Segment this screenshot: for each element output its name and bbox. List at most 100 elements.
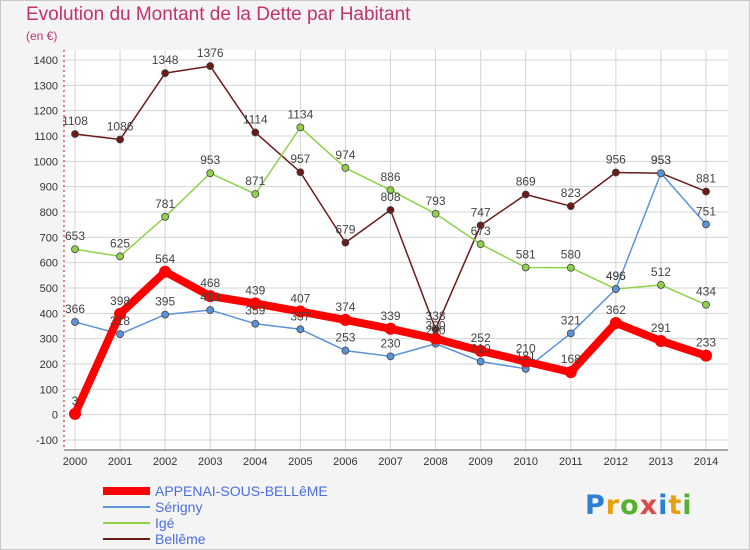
data-label: 338 xyxy=(426,309,446,323)
data-label: 434 xyxy=(696,285,716,299)
chart-subtitle: (en €) xyxy=(26,29,58,43)
data-label: 210 xyxy=(516,341,536,355)
legend-label: APPENAI-SOUS-BELLêME xyxy=(155,483,328,499)
data-label: 1114 xyxy=(243,112,268,126)
x-tick-label: 2007 xyxy=(378,456,402,468)
data-label: 953 xyxy=(651,153,671,167)
y-tick-label: 200 xyxy=(40,359,58,371)
legend-label: Igé xyxy=(155,515,175,531)
series-point xyxy=(341,346,350,355)
series-point xyxy=(566,329,575,338)
series-point xyxy=(519,355,532,368)
series-point xyxy=(204,290,217,303)
series-point xyxy=(476,221,485,230)
y-tick-label: 300 xyxy=(40,334,58,346)
y-tick-label: 0 xyxy=(52,410,58,422)
data-label: 300 xyxy=(426,319,446,333)
series-point xyxy=(116,135,124,144)
series-point xyxy=(476,240,485,249)
series-point xyxy=(206,306,215,314)
series-point xyxy=(386,206,395,214)
data-label: 496 xyxy=(606,269,626,283)
data-label: 625 xyxy=(110,236,130,250)
series-point xyxy=(114,307,127,320)
series-point xyxy=(296,168,305,177)
series-point xyxy=(251,190,260,198)
data-label: 869 xyxy=(516,175,536,189)
series-point xyxy=(341,238,350,247)
data-label: 653 xyxy=(65,229,85,243)
series-point xyxy=(611,285,620,293)
data-label: 252 xyxy=(471,331,491,345)
data-label: 751 xyxy=(696,204,716,218)
data-label: 318 xyxy=(110,314,130,328)
y-tick-label: 600 xyxy=(40,258,58,270)
series-point xyxy=(431,209,440,218)
series-point xyxy=(611,168,620,177)
series-point xyxy=(71,245,79,254)
series-point xyxy=(71,318,79,326)
series-point xyxy=(702,220,710,229)
proxiti-logo: Proxiti xyxy=(585,490,693,521)
data-label: 1348 xyxy=(152,53,179,67)
data-labels: 3398564468439407374339300252210168362291… xyxy=(62,46,716,408)
y-tick-label: 900 xyxy=(40,182,58,194)
axes: -100 0 100 200 300 400 500 600 700 800 900 1000 1100… xyxy=(34,50,728,468)
series-point xyxy=(384,322,397,335)
y-tick-label: 500 xyxy=(40,283,58,295)
series-point xyxy=(431,325,440,333)
series-point xyxy=(296,325,305,334)
series-point xyxy=(566,263,575,272)
series-point xyxy=(161,69,170,78)
y-tick-label: 1200 xyxy=(34,106,58,118)
data-label: 439 xyxy=(245,283,265,297)
data-label: 233 xyxy=(696,336,716,350)
x-tick-label: 2013 xyxy=(649,456,673,468)
series-point xyxy=(609,316,622,329)
y-tick-label: 1300 xyxy=(34,80,58,92)
data-label: 3 xyxy=(72,394,79,408)
data-label: 291 xyxy=(651,321,671,335)
series-point xyxy=(429,332,442,345)
series-point xyxy=(69,407,81,420)
series-point xyxy=(206,169,215,178)
data-label: 679 xyxy=(335,223,355,237)
data-label: 230 xyxy=(380,336,400,350)
data-label: 339 xyxy=(380,309,400,323)
data-label: 747 xyxy=(471,205,491,219)
data-label: 781 xyxy=(155,197,175,211)
data-label: 181 xyxy=(516,349,536,363)
chart-title: Evolution du Montant de la Dette par Hab… xyxy=(26,4,411,25)
x-tick-label: 2000 xyxy=(63,456,87,468)
series-point xyxy=(564,366,577,379)
data-label: 280 xyxy=(426,324,446,338)
legend-label: Sérigny xyxy=(155,499,202,515)
data-label: 1134 xyxy=(287,107,313,121)
data-label: 366 xyxy=(65,302,85,316)
data-label: 974 xyxy=(335,148,355,162)
x-tick-label: 2011 xyxy=(559,456,583,468)
series-point xyxy=(700,349,712,362)
data-label: 673 xyxy=(471,224,491,238)
series-point xyxy=(566,202,575,211)
series-point xyxy=(339,313,352,326)
data-label: 957 xyxy=(290,152,310,166)
x-tick-label: 2006 xyxy=(333,456,357,468)
series-point xyxy=(341,164,350,172)
data-label: 359 xyxy=(245,304,265,318)
data-label: 808 xyxy=(380,190,400,204)
data-label: 407 xyxy=(290,292,310,306)
x-tick-label: 2001 xyxy=(108,456,132,468)
x-tick-label: 2003 xyxy=(198,456,222,468)
series-point xyxy=(71,130,79,138)
data-label: 823 xyxy=(561,186,581,200)
x-tick-label: 2002 xyxy=(153,456,177,468)
data-label: 953 xyxy=(651,153,671,167)
data-label: 321 xyxy=(561,313,581,327)
series-lines xyxy=(69,62,712,420)
data-label: 168 xyxy=(561,352,581,366)
series-point xyxy=(116,252,124,261)
data-label: 580 xyxy=(561,248,581,262)
